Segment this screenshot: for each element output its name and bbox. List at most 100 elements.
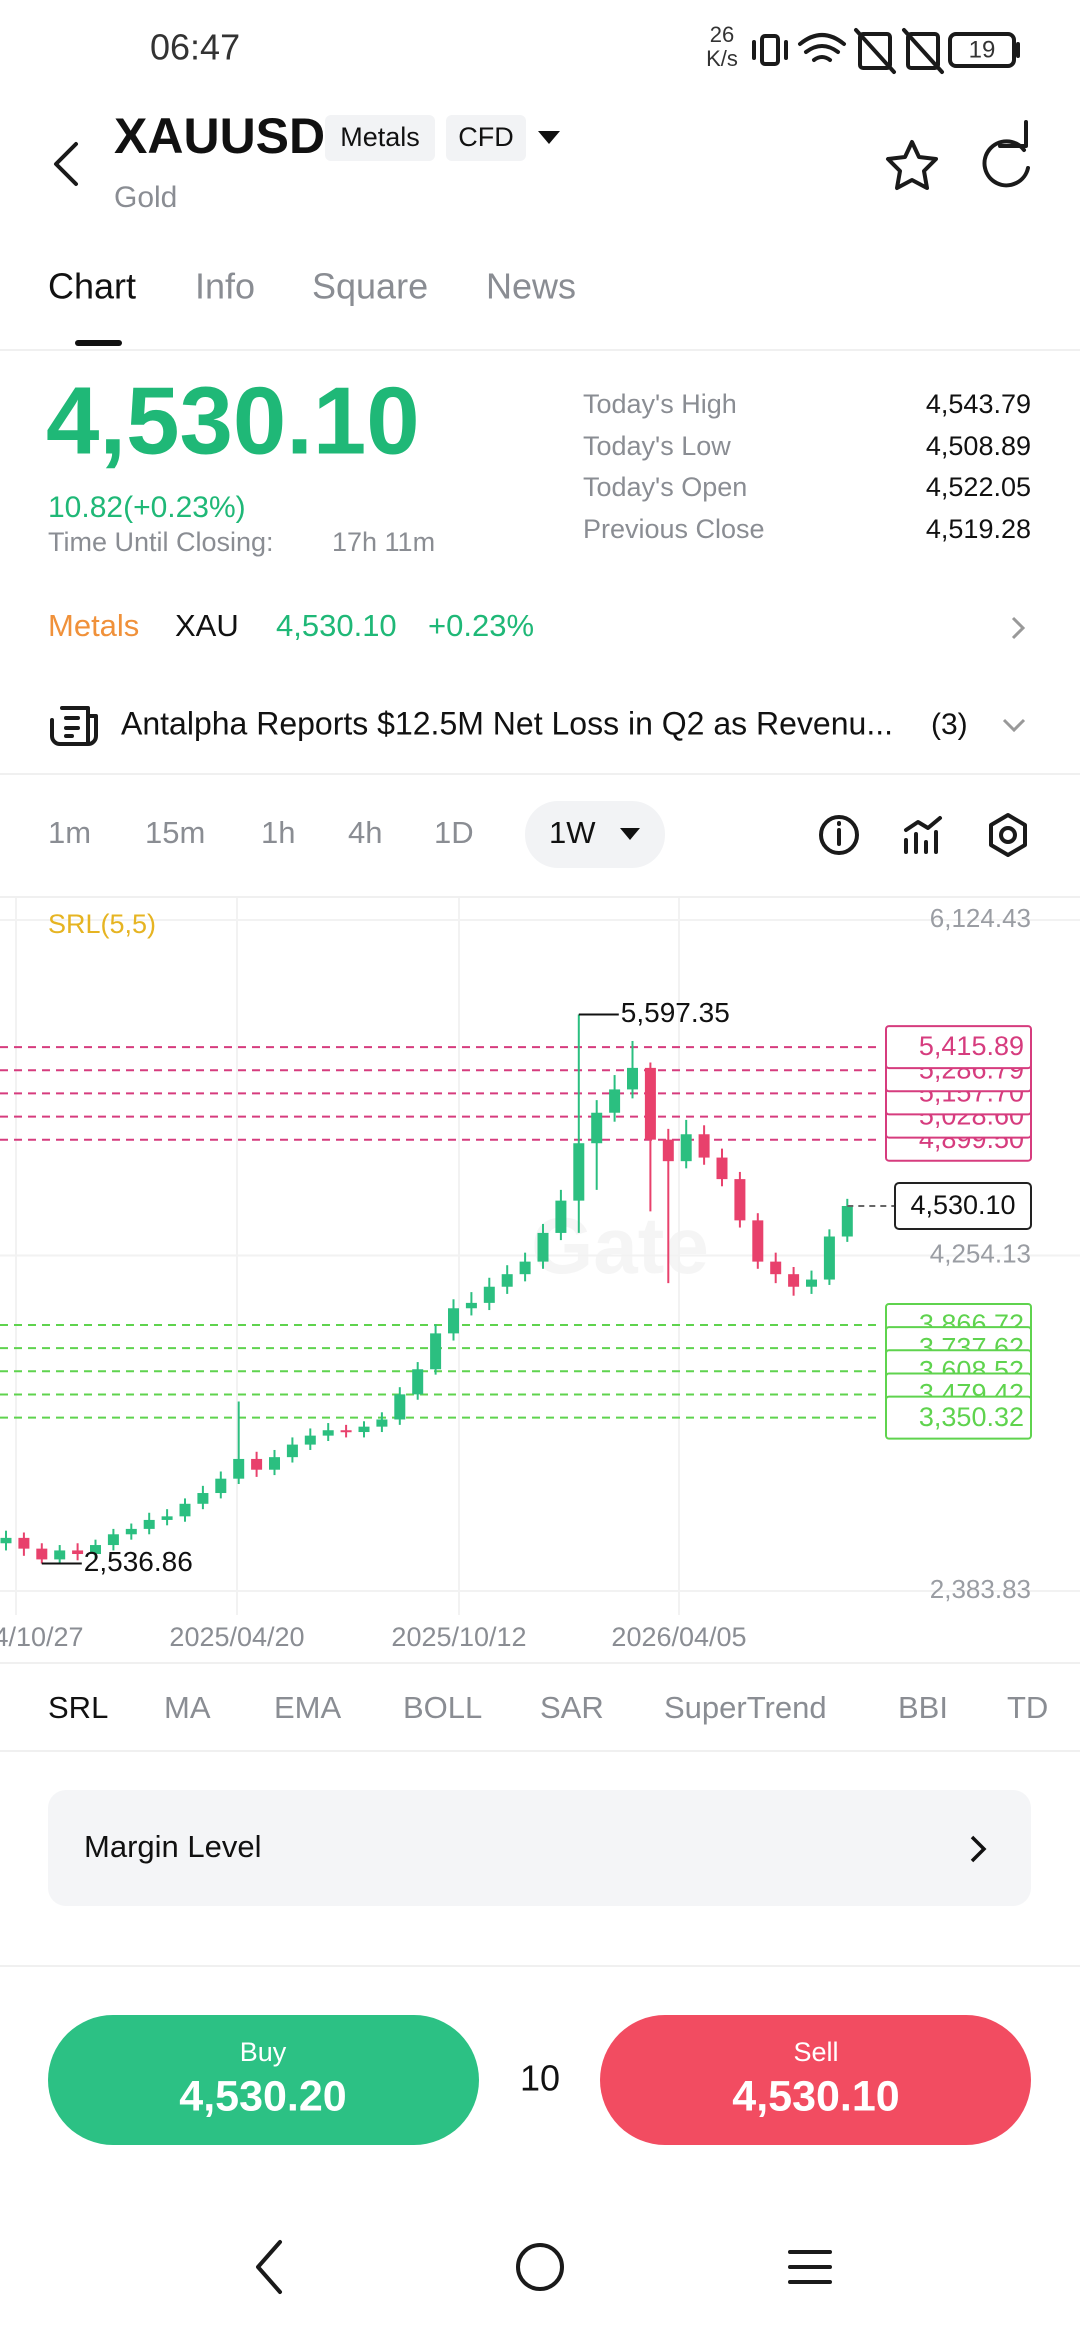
y-tick-label: 6,124.43 [930, 903, 1031, 933]
candle-body [806, 1279, 817, 1287]
news-icon [50, 706, 98, 746]
indicator-tab[interactable]: SAR [540, 1690, 604, 1725]
refresh[interactable] [982, 120, 1030, 188]
price-change: 10.82(+0.23%) [48, 491, 246, 524]
indicator-tab[interactable]: SRL [48, 1690, 108, 1725]
candle-body [36, 1548, 48, 1560]
x-tick-label: 2026/04/05 [611, 1622, 746, 1652]
chart-tools [819, 813, 1027, 857]
margin-label: Margin Level [84, 1829, 261, 1864]
chevron [970, 1835, 987, 1863]
tab[interactable]: Square [312, 266, 428, 307]
net-unit: K/s [706, 46, 738, 71]
sell-button[interactable] [600, 2015, 1031, 2145]
interval[interactable]: 1W [549, 815, 596, 850]
related-category[interactable]: Metals [48, 608, 139, 643]
x-tick-label: 2024/10/27 [0, 1622, 84, 1652]
trough-label: 2,536.86 [84, 1546, 193, 1577]
candle-body [519, 1261, 531, 1275]
nav-home[interactable] [516, 2243, 564, 2291]
tab[interactable]: News [486, 266, 576, 307]
candle-body [322, 1430, 334, 1436]
interval[interactable]: 1D [434, 815, 474, 850]
y-tick-label: 4,254.13 [930, 1238, 1031, 1268]
news-headline[interactable]: Antalpha Reports $12.5M Net Loss in Q2 a… [121, 705, 893, 741]
interval[interactable]: 4h [348, 815, 382, 850]
stat-label: Today's Open [583, 472, 747, 502]
y-tick-label: 2,383.83 [930, 1574, 1031, 1604]
indicator-label: SRL(5,5) [48, 909, 156, 939]
buy-button[interactable] [48, 2015, 479, 2145]
margin-card[interactable] [48, 1790, 1031, 1906]
candle-body [90, 1545, 101, 1555]
interval[interactable]: 15m [145, 815, 205, 850]
candle-body [161, 1516, 173, 1520]
related-symbol[interactable]: XAU [175, 608, 239, 643]
support-label: 3,350.32 [919, 1402, 1024, 1432]
candle-body [286, 1444, 298, 1458]
candle-body [358, 1426, 370, 1433]
indicator-tab[interactable]: EMA [274, 1690, 342, 1725]
x-tick-label: 2025/04/20 [169, 1622, 304, 1652]
candle-body [465, 1302, 477, 1309]
tag-bg [446, 115, 526, 161]
stat-label: Today's Low [583, 431, 731, 461]
last-price: 4,530.10 [46, 367, 420, 474]
quantity[interactable]: 10 [520, 2058, 560, 2099]
candle-body [555, 1200, 567, 1233]
tab[interactable]: Info [195, 266, 255, 307]
candle-body [394, 1394, 406, 1420]
candle-body [698, 1134, 710, 1158]
interval[interactable]: 1h [261, 815, 295, 850]
candle-body [448, 1308, 459, 1334]
favorite[interactable] [886, 140, 938, 190]
divider [0, 1965, 1080, 1967]
instrument-name: Gold [114, 181, 177, 214]
candle-body [537, 1232, 549, 1262]
dropdown[interactable] [620, 828, 640, 840]
indicator-tab[interactable]: BBI [898, 1690, 948, 1725]
battery-level: 19 [969, 36, 996, 63]
tag: Metals [340, 122, 420, 152]
candle-body [501, 1274, 513, 1287]
nav-back[interactable] [256, 2240, 282, 2294]
candle-body [0, 1537, 12, 1544]
stat-label: Today's High [583, 389, 737, 419]
candle-body [752, 1220, 764, 1262]
sell-label: Sell [793, 2037, 838, 2067]
tab[interactable]: Chart [48, 266, 136, 307]
indicator-tab[interactable]: BOLL [403, 1690, 482, 1725]
tab-indicator [75, 340, 122, 346]
nav-menu[interactable] [788, 2250, 832, 2284]
status-time: 06:47 [150, 27, 240, 68]
candle-body [680, 1134, 692, 1162]
indicator-tab[interactable]: TD [1007, 1690, 1048, 1725]
back-button[interactable] [54, 142, 78, 186]
chevron[interactable] [1011, 616, 1026, 640]
tag: CFD [458, 122, 514, 152]
related-change[interactable]: +0.23% [428, 608, 534, 643]
candle-body [644, 1067, 656, 1140]
indicator-tab[interactable]: SuperTrend [664, 1690, 827, 1725]
dropdown[interactable] [538, 131, 560, 144]
net-speed: 26 [710, 22, 734, 47]
stat-value: 4,522.05 [926, 472, 1031, 502]
candle-body [788, 1274, 800, 1287]
interval-bar: 1m 15m 1h 4h 1D 1W [48, 815, 596, 850]
related-price[interactable]: 4,530.10 [276, 608, 397, 643]
stat-value: 4,508.89 [926, 431, 1031, 461]
divider [0, 1750, 1080, 1752]
candle-body [72, 1550, 84, 1555]
last-price-bg [894, 1181, 1032, 1230]
candle-body [179, 1503, 191, 1517]
candle-body [823, 1236, 835, 1280]
indicator-bar: SRL MA EMA BOLL SAR SuperTrend BBI TD [48, 1690, 1048, 1725]
tag-bg [325, 115, 435, 161]
expand[interactable] [1002, 718, 1026, 733]
divider [0, 896, 1080, 898]
news-count: (3) [931, 708, 968, 741]
interval[interactable]: 1m [48, 815, 91, 850]
candle-body [54, 1550, 66, 1560]
indicator-tab[interactable]: MA [164, 1690, 211, 1725]
